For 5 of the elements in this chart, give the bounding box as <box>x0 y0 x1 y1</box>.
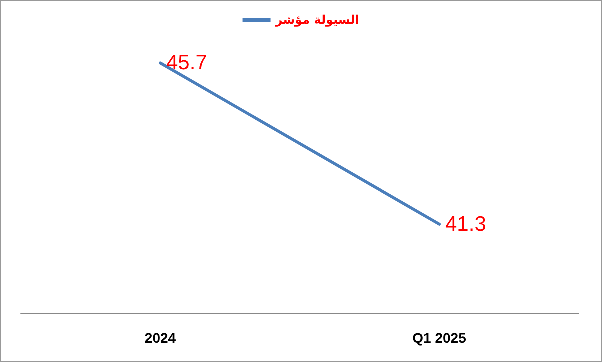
x-tick-label: Q1 2025 <box>412 330 467 346</box>
data-label: 45.7 <box>166 52 208 75</box>
legend-label: السيولة مؤشر <box>274 13 360 27</box>
data-label: 41.3 <box>446 212 486 236</box>
x-tick-label: 2024 <box>144 330 176 346</box>
